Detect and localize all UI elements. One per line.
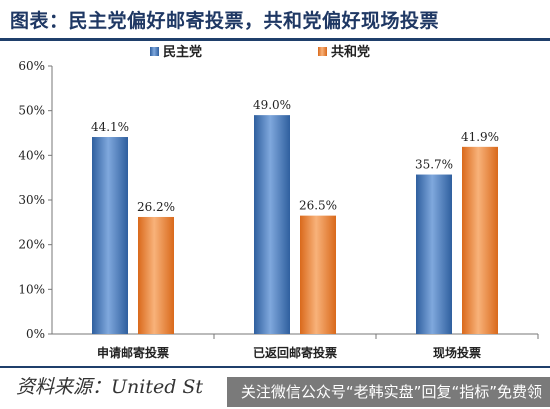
source-text: 资料来源：United St	[16, 376, 204, 398]
watermark-banner: 关注微信公众号“老韩实盘”回复“指标”免费领	[226, 377, 550, 407]
x-axis: 申请邮寄投票 已返回邮寄投票 现场投票	[52, 333, 539, 360]
data-label: 49.0%	[253, 98, 291, 112]
source-bar: 资料来源：United St	[0, 366, 550, 409]
y-tick-label: 10%	[18, 282, 45, 296]
chart-title: 图表：民主党偏好邮寄投票，共和党偏好现场投票	[10, 10, 440, 32]
bars: 44.1% 26.2% 49.0% 26.5% 35.7% 41.9%	[91, 98, 499, 334]
y-tick-label: 20%	[18, 238, 45, 252]
legend-label: 民主党	[163, 44, 202, 60]
legend-swatch	[318, 47, 327, 56]
legend-label: 共和党	[331, 44, 370, 60]
title-bar: 图表：民主党偏好邮寄投票，共和党偏好现场投票	[0, 0, 550, 41]
bar	[138, 216, 174, 334]
y-tick-label: 60%	[18, 59, 45, 73]
legend-swatch	[150, 47, 159, 56]
data-label: 26.5%	[299, 199, 337, 213]
y-tick-label: 0%	[26, 327, 45, 341]
bar	[92, 137, 128, 334]
legend: 民主党 共和党	[150, 44, 370, 60]
x-tick-label: 已返回邮寄投票	[253, 345, 337, 360]
y-tick-label: 50%	[18, 104, 45, 118]
x-tick-label: 申请邮寄投票	[97, 345, 169, 360]
data-label: 44.1%	[91, 120, 129, 134]
data-label: 41.9%	[461, 130, 499, 144]
bar	[416, 174, 452, 334]
data-label: 26.2%	[137, 200, 175, 214]
bar	[462, 146, 498, 334]
y-tick-label: 40%	[18, 148, 45, 162]
y-axis: 0% 10% 20% 30% 40% 50% 60%	[18, 59, 53, 341]
y-tick-label: 30%	[18, 193, 45, 207]
data-label: 35.7%	[415, 158, 453, 172]
bar-chart: 0% 10% 20% 30% 40% 50% 60% 申请邮寄投票 已返回邮寄投票 现场投票 4…	[18, 44, 539, 360]
bar	[300, 215, 336, 334]
bar	[254, 115, 290, 334]
x-tick-label: 现场投票	[433, 345, 481, 360]
